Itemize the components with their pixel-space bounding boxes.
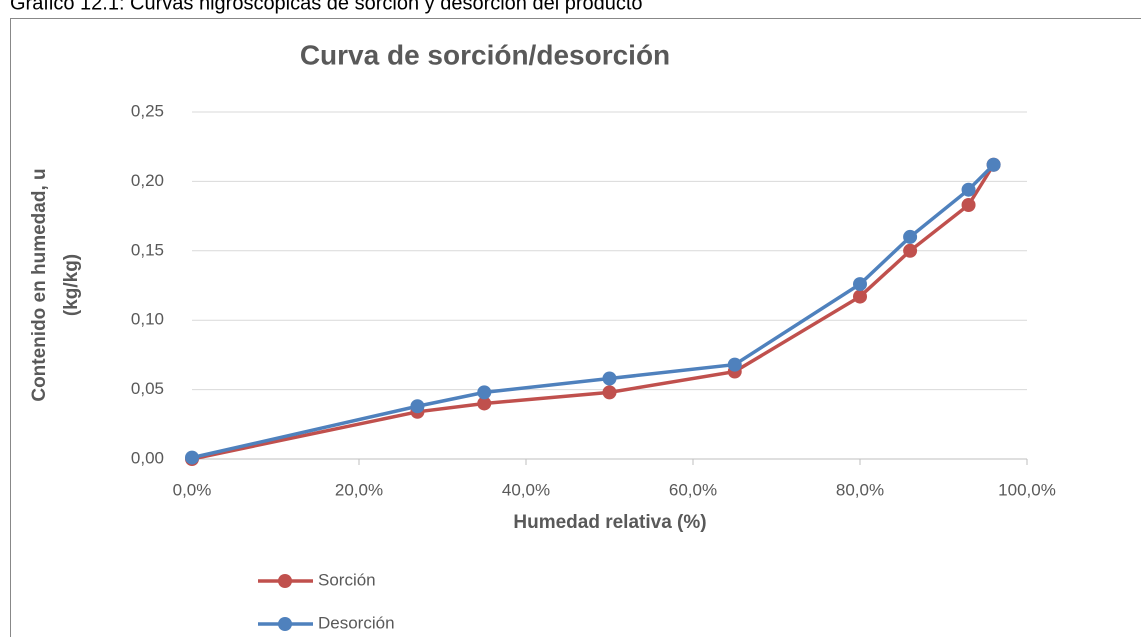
legend-label: Desorción xyxy=(318,613,395,632)
y-tick-label: 0,00 xyxy=(131,448,164,467)
chart-border xyxy=(10,18,1141,637)
data-point xyxy=(961,197,976,212)
y-axis-label: (kg/kg) xyxy=(61,254,82,316)
chart-title: Curva de sorción/desorción xyxy=(300,39,670,70)
legend-label: Sorción xyxy=(318,570,376,589)
data-point xyxy=(903,229,918,244)
data-point xyxy=(602,385,617,400)
data-point xyxy=(477,396,492,411)
data-point xyxy=(410,399,425,414)
x-axis-label: Humedad relativa (%) xyxy=(513,512,706,533)
x-tick-label: 80,0% xyxy=(836,480,884,499)
y-axis-label: Contenido en humedad, u xyxy=(29,168,50,401)
x-tick-label: 40,0% xyxy=(502,480,550,499)
data-point xyxy=(961,182,976,197)
y-tick-label: 0,05 xyxy=(131,379,164,398)
data-point xyxy=(853,289,867,304)
data-point xyxy=(903,243,918,258)
y-tick-label: 0,15 xyxy=(131,240,164,259)
x-tick-label: 0,0% xyxy=(173,480,212,499)
data-point xyxy=(477,385,492,400)
y-tick-label: 0,25 xyxy=(131,101,164,120)
caption: Gráfico 12.1: Curvas higroscópicas de so… xyxy=(10,0,643,14)
data-point xyxy=(986,157,1001,172)
x-tick-label: 60,0% xyxy=(669,480,717,499)
x-tick-label: 100,0% xyxy=(998,480,1056,499)
data-point xyxy=(602,371,617,386)
y-tick-label: 0,10 xyxy=(131,310,164,329)
data-point xyxy=(727,357,742,372)
data-point xyxy=(853,277,867,292)
x-tick-label: 20,0% xyxy=(335,480,383,499)
legend-marker xyxy=(278,574,292,588)
legend-marker xyxy=(278,617,292,631)
data-point xyxy=(185,450,199,465)
y-tick-label: 0,20 xyxy=(131,171,164,190)
